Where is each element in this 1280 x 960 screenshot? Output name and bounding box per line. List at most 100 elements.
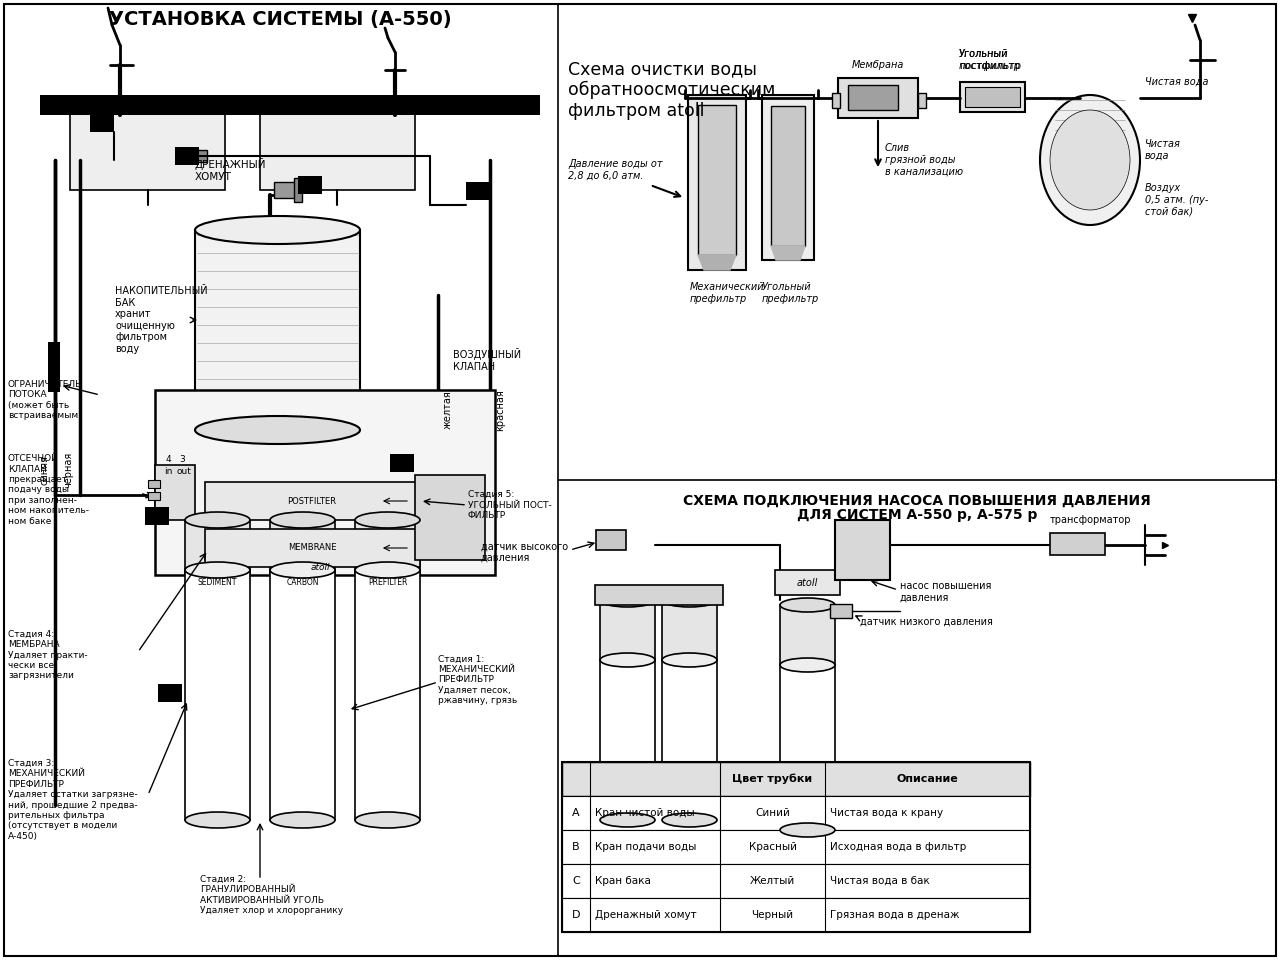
Bar — [832, 93, 840, 108]
Bar — [70, 113, 225, 190]
Bar — [562, 830, 1030, 864]
Text: D: D — [572, 910, 580, 920]
Text: датчик низкого давления: датчик низкого давления — [860, 617, 993, 627]
Text: Стадия 4:
МЕМБРАНА
Удаляет практи-
чески все
загрязнители: Стадия 4: МЕМБРАНА Удаляет практи- чески… — [8, 630, 87, 681]
Ellipse shape — [355, 812, 420, 828]
Text: E: E — [154, 511, 161, 521]
Bar — [186, 570, 250, 820]
Bar — [965, 87, 1020, 107]
Bar — [148, 480, 160, 488]
Bar — [186, 520, 250, 575]
Text: СХЕМА ПОДКЛЮЧЕНИЯ НАСОСА ПОВЫШЕНИЯ ДАВЛЕНИЯ: СХЕМА ПОДКЛЮЧЕНИЯ НАСОСА ПОВЫШЕНИЯ ДАВЛЕ… — [684, 494, 1151, 508]
Ellipse shape — [270, 812, 335, 828]
Bar — [849, 85, 899, 110]
Text: Описание: Описание — [896, 774, 959, 784]
Bar — [562, 796, 1030, 830]
Bar — [838, 78, 918, 118]
Bar — [762, 95, 814, 260]
Bar — [780, 605, 835, 665]
Bar — [662, 600, 717, 660]
Text: ВОЗДУШНЫЙ
КЛАПАН: ВОЗДУШНЫЙ КЛАПАН — [453, 348, 521, 372]
Bar — [562, 762, 1030, 932]
Text: POSTFILTER: POSTFILTER — [288, 496, 337, 506]
Text: черная: черная — [63, 452, 73, 488]
Text: 4: 4 — [165, 455, 170, 465]
Bar — [562, 898, 1030, 932]
Text: Давление воды от
2,8 до 6,0 атм.: Давление воды от 2,8 до 6,0 атм. — [568, 159, 663, 180]
Ellipse shape — [662, 813, 717, 827]
Text: A: A — [572, 808, 580, 818]
Text: MEMBRANE: MEMBRANE — [288, 543, 337, 553]
Bar — [1050, 533, 1105, 555]
Text: out: out — [177, 468, 192, 476]
Polygon shape — [698, 255, 736, 270]
Ellipse shape — [1039, 95, 1140, 225]
Bar — [270, 570, 335, 820]
Bar — [829, 604, 852, 618]
Text: Исходная вода в фильтр: Исходная вода в фильтр — [829, 842, 966, 852]
Text: F: F — [166, 688, 174, 698]
Bar — [698, 105, 736, 255]
Bar — [780, 665, 835, 830]
Text: Чистая
вода: Чистая вода — [1146, 139, 1181, 160]
Text: трансформатор: трансформатор — [1050, 515, 1132, 525]
Text: Угольный
постфильтр: Угольный постфильтр — [959, 49, 1021, 71]
Bar — [157, 684, 182, 702]
Bar — [774, 570, 840, 595]
Text: atoll: atoll — [796, 578, 818, 588]
Text: Черный: Черный — [751, 910, 794, 920]
Bar — [355, 520, 420, 575]
Text: ДРЕНАЖНЫЙ
ХОМУТ: ДРЕНАЖНЫЙ ХОМУТ — [195, 158, 266, 181]
Ellipse shape — [270, 562, 335, 578]
Bar — [562, 762, 1030, 796]
Text: D: D — [182, 151, 192, 161]
Text: Цвет трубки: Цвет трубки — [732, 774, 813, 784]
Ellipse shape — [780, 598, 835, 612]
Text: ОТСЕЧНОЙ
КЛАПАН
прекращает
подачу воды
при заполнен-
ном накопитель-
ном баке: ОТСЕЧНОЙ КЛАПАН прекращает подачу воды п… — [8, 454, 90, 526]
Text: Красный: Красный — [749, 842, 796, 852]
Bar — [260, 113, 415, 190]
Bar — [293, 178, 302, 202]
Text: 3: 3 — [179, 455, 184, 465]
Text: Чистая вода: Чистая вода — [1146, 77, 1208, 87]
Bar — [40, 95, 540, 115]
Bar — [90, 114, 114, 132]
Bar — [205, 482, 420, 520]
Bar — [215, 428, 340, 470]
Text: Механический
префильтр: Механический префильтр — [690, 282, 764, 303]
Ellipse shape — [195, 416, 360, 444]
Text: SEDIMENT: SEDIMENT — [198, 578, 237, 587]
Text: УСТАНОВКА СИСТЕМЫ (А-550): УСТАНОВКА СИСТЕМЫ (А-550) — [109, 11, 452, 30]
Bar — [960, 82, 1025, 112]
Text: красная: красная — [495, 389, 506, 431]
Text: желтая: желтая — [443, 391, 453, 429]
Text: ОГРАНИЧИТЕЛЬ
ПОТОКА
(может быть
встраиваемым): ОГРАНИЧИТЕЛЬ ПОТОКА (может быть встраива… — [8, 380, 82, 420]
Text: Угольный
постфильтр: Угольный постфильтр — [959, 49, 1021, 71]
Ellipse shape — [600, 813, 655, 827]
Ellipse shape — [600, 653, 655, 667]
Text: Кран чистой воды: Кран чистой воды — [595, 808, 695, 818]
Text: Дренажный хомут: Дренажный хомут — [595, 910, 696, 920]
Text: Стадия 1:
МЕХАНИЧЕСКИЙ
ПРЕФИЛЬТР
Удаляет песок,
ржавчину, грязь: Стадия 1: МЕХАНИЧЕСКИЙ ПРЕФИЛЬТР Удаляет… — [438, 655, 517, 706]
Text: PREFILTER: PREFILTER — [367, 578, 407, 587]
Bar — [595, 585, 723, 605]
Ellipse shape — [186, 812, 250, 828]
Text: A: A — [97, 118, 106, 128]
Bar — [662, 660, 717, 820]
Ellipse shape — [186, 512, 250, 528]
Text: CARBON: CARBON — [287, 578, 319, 587]
Ellipse shape — [662, 653, 717, 667]
Text: B: B — [474, 186, 483, 196]
Text: Угольный
префильтр: Угольный префильтр — [762, 282, 819, 303]
Text: Стадия 3:
МЕХАНИЧЕСКИЙ
ПРЕФИЛЬТР
Удаляет остатки загрязне-
ний, прошедшие 2 пред: Стадия 3: МЕХАНИЧЕСКИЙ ПРЕФИЛЬТР Удаляет… — [8, 759, 138, 841]
Ellipse shape — [186, 562, 250, 578]
Bar — [49, 342, 60, 392]
Text: Чистая вода к крану: Чистая вода к крану — [829, 808, 943, 818]
Bar — [270, 520, 335, 575]
Text: синяя: синяя — [38, 455, 49, 485]
Bar — [466, 182, 490, 200]
Bar — [596, 530, 626, 550]
Text: Чистая вода в бак: Чистая вода в бак — [829, 876, 929, 886]
Bar — [175, 147, 198, 165]
Text: ДЛЯ СИСТЕМ А-550 р, А-575 р: ДЛЯ СИСТЕМ А-550 р, А-575 р — [797, 508, 1037, 522]
